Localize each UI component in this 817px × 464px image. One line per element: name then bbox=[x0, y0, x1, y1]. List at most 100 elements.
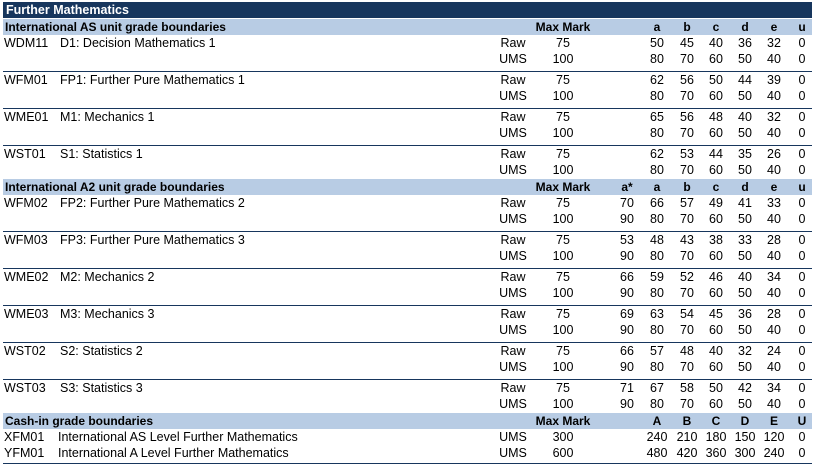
grade-header: e bbox=[770, 180, 778, 194]
grade-boundary: 50 bbox=[738, 397, 752, 411]
unit-block: WME02 M2: Mechanics 2 Raw 75 66 59 52 46 40 34 0 UM… bbox=[3, 269, 812, 306]
grade-boundary: 62 bbox=[650, 147, 664, 161]
mark-type: Raw bbox=[500, 110, 526, 124]
grade-boundary: 48 bbox=[680, 344, 694, 358]
grade-boundary: 48 bbox=[709, 110, 723, 124]
grade-boundary: 60 bbox=[709, 360, 723, 374]
grade-boundary: 90 bbox=[620, 286, 634, 300]
grade-boundary: 0 bbox=[798, 36, 806, 50]
qualification-name: International A Level Further Mathematic… bbox=[58, 446, 289, 460]
grade-header: E bbox=[769, 414, 779, 428]
mark-type: UMS bbox=[499, 163, 527, 177]
grade-boundary: 120 bbox=[763, 430, 785, 444]
grade-boundary: 60 bbox=[709, 89, 723, 103]
grade-boundary: 54 bbox=[680, 307, 694, 321]
mark-type: UMS bbox=[499, 89, 527, 103]
grade-boundary: 40 bbox=[767, 360, 781, 374]
mark-type: Raw bbox=[500, 344, 526, 358]
table-row: UMS 100 80 70 60 50 40 0 bbox=[3, 51, 812, 67]
mark-type: UMS bbox=[499, 126, 527, 140]
grade-boundary: 80 bbox=[650, 360, 664, 374]
max-mark: 100 bbox=[552, 323, 574, 337]
grade-boundary: 58 bbox=[680, 381, 694, 395]
unit-block: WME03 M3: Mechanics 3 Raw 75 69 63 54 45 36 28 0 UM… bbox=[3, 306, 812, 343]
grade-boundary: 60 bbox=[709, 249, 723, 263]
mark-type: UMS bbox=[499, 52, 527, 66]
grade-boundary: 90 bbox=[620, 249, 634, 263]
page-title: Further Mathematics bbox=[3, 2, 812, 18]
grade-boundary: 40 bbox=[767, 323, 781, 337]
table-row: UMS 100 80 70 60 50 40 0 bbox=[3, 88, 812, 104]
unit-name: FP1: Further Pure Mathematics 1 bbox=[60, 73, 245, 87]
section-title: International A2 unit grade boundaries bbox=[5, 180, 225, 194]
unit-block: WFM02 FP2: Further Pure Mathematics 2 Raw 7… bbox=[3, 195, 812, 232]
grade-header: d bbox=[741, 180, 749, 194]
mark-type: UMS bbox=[499, 430, 527, 444]
grade-boundary: 66 bbox=[620, 344, 634, 358]
unit-name: M1: Mechanics 1 bbox=[60, 110, 155, 124]
grade-boundary: 32 bbox=[767, 110, 781, 124]
max-mark: 300 bbox=[552, 430, 574, 444]
grade-boundary: 44 bbox=[709, 147, 723, 161]
table-row: WST02 S2: Statistics 2 Raw 75 66 57 48 40 32 24 0 bbox=[3, 343, 812, 359]
grade-boundary: 70 bbox=[680, 126, 694, 140]
table-row: WME01 M1: Mechanics 1 Raw 75 65 56 48 40 32 0 bbox=[3, 109, 812, 125]
mark-type: Raw bbox=[500, 147, 526, 161]
grade-boundary: 80 bbox=[650, 249, 664, 263]
unit-code: WME03 bbox=[4, 307, 49, 321]
grade-header: C bbox=[711, 414, 721, 428]
grade-boundary: 32 bbox=[738, 344, 752, 358]
grade-boundary: 40 bbox=[767, 126, 781, 140]
grade-boundary: 0 bbox=[798, 233, 806, 247]
unit-block: WST01 S1: Statistics 1 Raw 75 62 53 44 35 26 0 UMS… bbox=[3, 146, 812, 178]
grade-header: a bbox=[653, 180, 661, 194]
grade-header: c bbox=[712, 180, 720, 194]
unit-code: WST01 bbox=[4, 147, 46, 161]
grade-boundary: 50 bbox=[738, 212, 752, 226]
grade-boundary: 0 bbox=[798, 249, 806, 263]
grade-boundary: 50 bbox=[738, 249, 752, 263]
grade-header: b bbox=[683, 180, 691, 194]
max-mark: 75 bbox=[556, 233, 570, 247]
row-divider bbox=[3, 104, 812, 109]
grade-boundary: 70 bbox=[680, 212, 694, 226]
row-divider bbox=[3, 301, 812, 306]
grade-boundary: 46 bbox=[709, 270, 723, 284]
mark-type: UMS bbox=[499, 397, 527, 411]
grade-boundary: 80 bbox=[650, 89, 664, 103]
grade-boundary: 40 bbox=[767, 163, 781, 177]
grade-boundary: 50 bbox=[738, 360, 752, 374]
section-header: International AS unit grade boundaries Ma… bbox=[3, 18, 812, 35]
grade-boundary: 70 bbox=[680, 286, 694, 300]
grade-boundary: 56 bbox=[680, 73, 694, 87]
table-row: WST01 S1: Statistics 1 Raw 75 62 53 44 35 26 0 bbox=[3, 146, 812, 162]
grade-boundary: 62 bbox=[650, 73, 664, 87]
mark-type: UMS bbox=[499, 286, 527, 300]
grade-boundaries-table: International AS unit grade boundaries Ma… bbox=[3, 18, 812, 464]
grade-boundary: 70 bbox=[680, 360, 694, 374]
grade-boundary: 34 bbox=[767, 270, 781, 284]
unit-name: M2: Mechanics 2 bbox=[60, 270, 155, 284]
row-divider bbox=[3, 227, 812, 232]
grade-boundary: 180 bbox=[705, 430, 727, 444]
grade-boundary: 60 bbox=[709, 163, 723, 177]
grade-boundary: 0 bbox=[798, 73, 806, 87]
grade-boundary: 53 bbox=[620, 233, 634, 247]
mark-type: Raw bbox=[500, 307, 526, 321]
grade-boundary: 49 bbox=[709, 196, 723, 210]
mark-type: Raw bbox=[500, 233, 526, 247]
max-mark: 100 bbox=[552, 52, 574, 66]
grade-boundary: 360 bbox=[705, 446, 727, 460]
grade-boundary: 57 bbox=[650, 344, 664, 358]
table-row: UMS 100 80 70 60 50 40 0 bbox=[3, 162, 812, 178]
mark-type: Raw bbox=[500, 36, 526, 50]
table-row: UMS 100 90 80 70 60 50 40 0 bbox=[3, 396, 812, 412]
grade-boundary: 52 bbox=[680, 270, 694, 284]
grade-boundaries-page: Further Mathematics International AS uni… bbox=[3, 2, 812, 464]
grade-boundary: 150 bbox=[734, 430, 756, 444]
grade-boundary: 80 bbox=[650, 212, 664, 226]
grade-boundary: 0 bbox=[798, 89, 806, 103]
grade-boundary: 0 bbox=[798, 344, 806, 358]
unit-block: WME01 M1: Mechanics 1 Raw 75 65 56 48 40 32 0 UMS 1… bbox=[3, 109, 812, 146]
grade-boundary: 41 bbox=[738, 196, 752, 210]
